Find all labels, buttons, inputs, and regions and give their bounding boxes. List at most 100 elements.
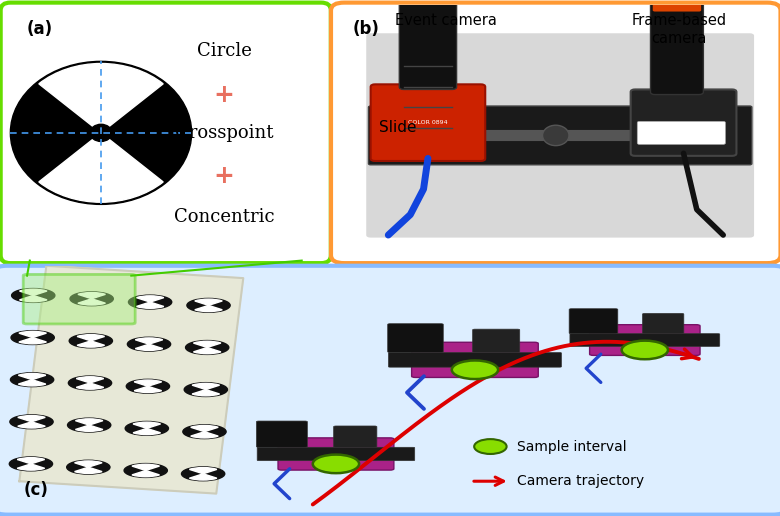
Wedge shape <box>18 422 45 428</box>
Text: Circle: Circle <box>197 42 251 60</box>
Wedge shape <box>133 422 161 428</box>
Wedge shape <box>76 377 104 383</box>
Wedge shape <box>17 464 44 470</box>
FancyBboxPatch shape <box>570 334 720 346</box>
FancyBboxPatch shape <box>1 3 331 263</box>
Text: Crosspoint: Crosspoint <box>175 124 273 142</box>
FancyBboxPatch shape <box>368 106 752 165</box>
Wedge shape <box>78 293 105 299</box>
Wedge shape <box>18 415 45 422</box>
Circle shape <box>126 422 168 436</box>
Ellipse shape <box>474 439 506 454</box>
Wedge shape <box>133 428 161 434</box>
Circle shape <box>11 331 55 345</box>
Wedge shape <box>191 426 218 432</box>
Circle shape <box>183 425 226 439</box>
Text: Sample interval: Sample interval <box>517 440 627 454</box>
Text: +: + <box>214 83 235 107</box>
Circle shape <box>69 334 112 348</box>
Circle shape <box>90 124 112 141</box>
Circle shape <box>69 376 112 390</box>
Circle shape <box>10 415 53 429</box>
Circle shape <box>67 460 110 474</box>
Wedge shape <box>76 419 103 425</box>
Wedge shape <box>75 467 102 473</box>
Text: Camera trajectory: Camera trajectory <box>517 474 644 488</box>
FancyBboxPatch shape <box>653 0 701 11</box>
Wedge shape <box>18 380 46 386</box>
Wedge shape <box>132 464 159 471</box>
FancyBboxPatch shape <box>388 352 562 367</box>
Circle shape <box>12 288 55 302</box>
Wedge shape <box>39 63 163 133</box>
Text: COLOR 0894: COLOR 0894 <box>408 120 448 125</box>
FancyBboxPatch shape <box>643 313 684 334</box>
FancyBboxPatch shape <box>388 324 443 352</box>
FancyBboxPatch shape <box>0 266 780 514</box>
Circle shape <box>10 373 54 386</box>
Text: Frame-based
camera: Frame-based camera <box>632 13 727 46</box>
Wedge shape <box>136 296 164 302</box>
FancyBboxPatch shape <box>569 309 618 334</box>
Wedge shape <box>19 337 47 344</box>
FancyBboxPatch shape <box>412 342 538 377</box>
Wedge shape <box>195 305 222 312</box>
Circle shape <box>9 457 52 471</box>
FancyBboxPatch shape <box>367 33 754 237</box>
Text: +: + <box>214 164 235 188</box>
Ellipse shape <box>622 341 668 359</box>
Circle shape <box>127 337 171 351</box>
Wedge shape <box>134 380 161 386</box>
Ellipse shape <box>543 125 569 146</box>
Wedge shape <box>78 299 105 305</box>
Circle shape <box>68 418 111 432</box>
Wedge shape <box>17 458 44 464</box>
Wedge shape <box>135 338 163 344</box>
Wedge shape <box>190 467 217 474</box>
FancyBboxPatch shape <box>331 3 780 263</box>
Text: Event camera: Event camera <box>395 13 497 28</box>
Text: Concentric: Concentric <box>174 208 275 226</box>
Wedge shape <box>76 425 103 431</box>
Circle shape <box>187 298 230 312</box>
Text: (c): (c) <box>23 480 48 498</box>
Wedge shape <box>77 341 105 347</box>
FancyBboxPatch shape <box>473 329 519 352</box>
Wedge shape <box>75 461 102 467</box>
Circle shape <box>126 379 169 393</box>
Ellipse shape <box>452 361 498 379</box>
Wedge shape <box>19 331 47 337</box>
Wedge shape <box>39 133 163 202</box>
Wedge shape <box>77 335 105 341</box>
FancyBboxPatch shape <box>631 89 736 156</box>
Circle shape <box>124 463 168 477</box>
Circle shape <box>70 292 113 305</box>
FancyBboxPatch shape <box>637 121 725 144</box>
Wedge shape <box>136 302 164 308</box>
Wedge shape <box>20 289 47 296</box>
Wedge shape <box>192 383 220 390</box>
Text: Slide: Slide <box>379 120 417 135</box>
Ellipse shape <box>313 455 359 473</box>
Wedge shape <box>191 432 218 438</box>
FancyBboxPatch shape <box>590 325 700 356</box>
Wedge shape <box>195 299 222 305</box>
Wedge shape <box>18 374 46 380</box>
FancyBboxPatch shape <box>399 0 456 89</box>
Circle shape <box>186 341 229 354</box>
Circle shape <box>182 467 225 481</box>
Wedge shape <box>193 347 221 353</box>
FancyBboxPatch shape <box>257 447 415 461</box>
FancyBboxPatch shape <box>334 426 377 447</box>
Wedge shape <box>134 386 161 393</box>
Text: (b): (b) <box>353 21 380 39</box>
FancyBboxPatch shape <box>278 438 394 470</box>
Wedge shape <box>193 341 221 347</box>
Circle shape <box>129 295 172 309</box>
Wedge shape <box>20 296 47 302</box>
Wedge shape <box>135 344 163 350</box>
FancyBboxPatch shape <box>23 275 135 324</box>
FancyBboxPatch shape <box>257 421 307 447</box>
Text: (a): (a) <box>27 21 53 39</box>
Wedge shape <box>76 383 104 389</box>
